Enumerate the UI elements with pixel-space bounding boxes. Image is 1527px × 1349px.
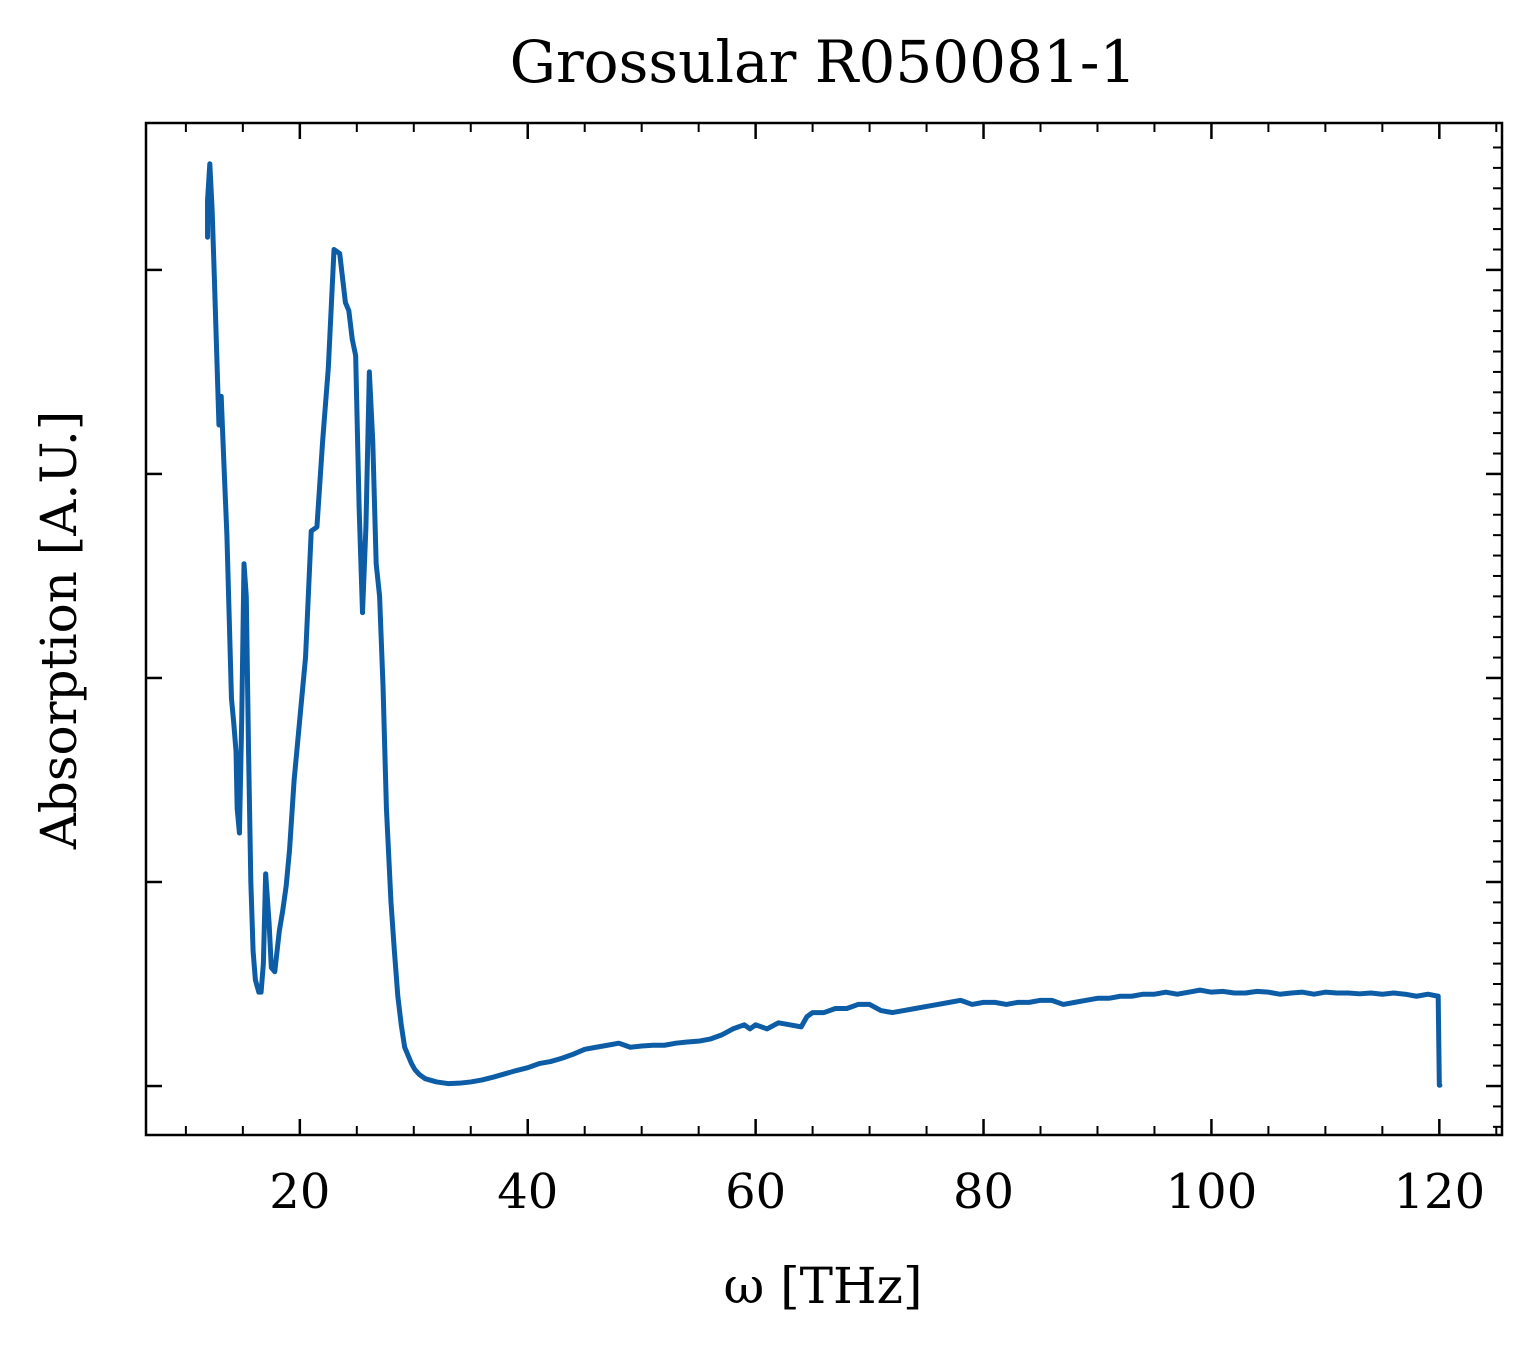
tick-marks	[146, 123, 1502, 1135]
y-axis-label: Absorption [A.U.]	[30, 411, 88, 851]
x-axis-label: ω [THz]	[724, 1257, 923, 1315]
x-tick-label: 120	[1394, 1164, 1486, 1220]
x-tick-label: 60	[725, 1164, 786, 1220]
x-tick-labels: 20 40 60 80 100 120	[269, 1164, 1485, 1220]
x-tick-label: 100	[1166, 1164, 1258, 1220]
x-tick-label: 40	[497, 1164, 558, 1220]
absorption-series-line	[205, 161, 1443, 1088]
x-tick-label: 80	[953, 1164, 1014, 1220]
plot-frame	[144, 121, 1504, 1137]
x-tick-label: 20	[269, 1164, 330, 1220]
chart-title: Grossular R050081-1	[510, 28, 1137, 96]
